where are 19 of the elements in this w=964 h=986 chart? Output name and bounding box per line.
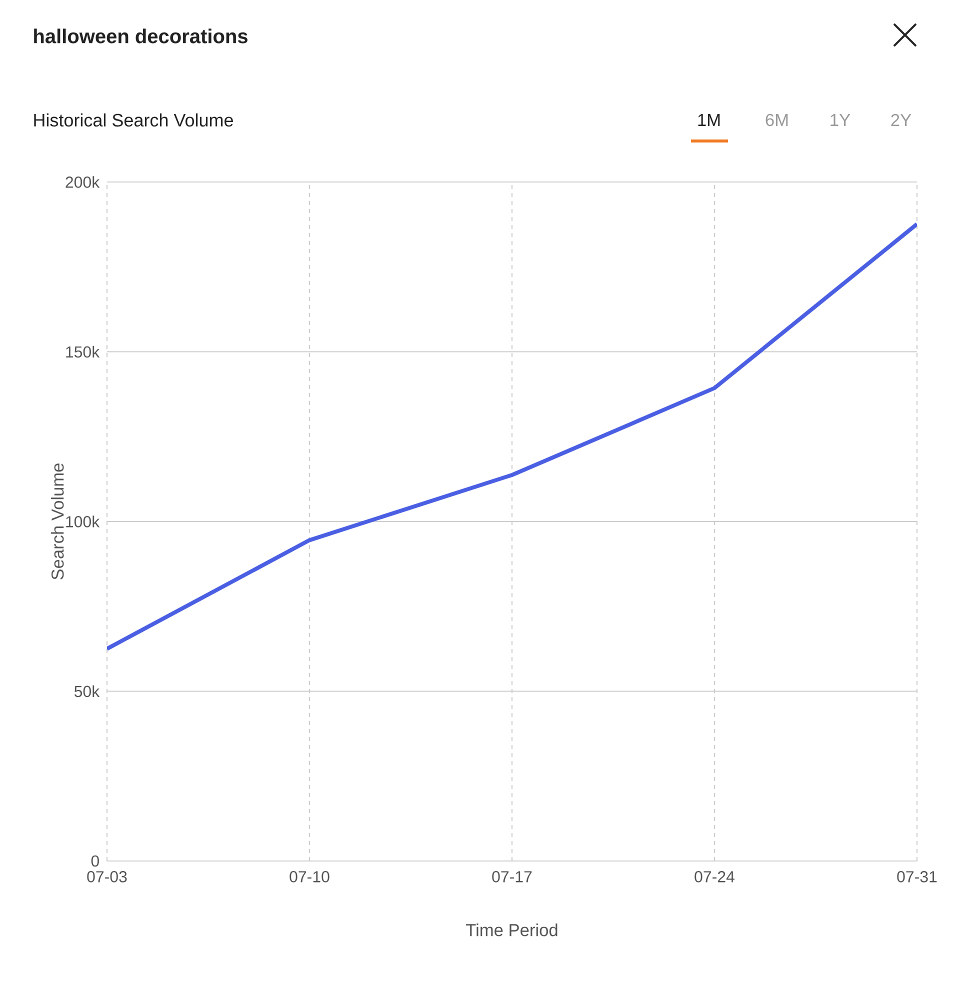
chart-subtitle: Historical Search Volume	[34, 113, 233, 127]
text: 1Y	[830, 114, 850, 126]
y-tick-label: 100k	[66, 516, 100, 528]
y-tick-label: 150k	[66, 346, 100, 358]
x-tick-label: 07-17	[492, 871, 532, 882]
line-series	[106, 222, 917, 651]
x-tick-label: 07-10	[290, 871, 330, 882]
x-tick-label: 07-24	[694, 871, 734, 882]
y-tick-label: 200k	[66, 176, 100, 188]
y-tick-label: 0	[91, 855, 100, 867]
y-tick-label: 50k	[74, 685, 100, 698]
text: 1M	[698, 114, 720, 126]
y-axis-title: Search Volume	[51, 464, 64, 580]
text: 2Y	[891, 114, 912, 126]
x-axis-title: Time Period	[466, 924, 558, 936]
chart-title: halloween decorations	[34, 28, 248, 44]
x-tick-label: 07-31	[897, 871, 937, 882]
x-tick-label: 07-03	[87, 871, 127, 882]
text: 6M	[766, 114, 788, 126]
